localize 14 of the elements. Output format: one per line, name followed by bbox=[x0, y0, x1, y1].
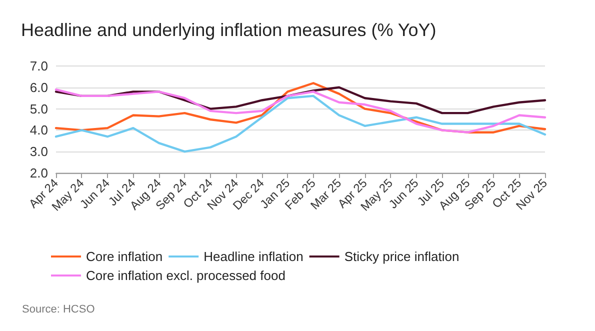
y-tick-label: 7.0 bbox=[30, 58, 48, 74]
chart-title: Headline and underlying inflation measures (% YoY) bbox=[21, 20, 436, 40]
line-series bbox=[54, 86, 546, 114]
y-tick-label: 3.0 bbox=[30, 144, 48, 160]
y-tick-label: 5.0 bbox=[30, 101, 48, 116]
legend-label: Headline inflation bbox=[204, 249, 304, 264]
legend-label: Core inflation excl. processed food bbox=[86, 268, 286, 283]
source-note: Source: HCSO bbox=[22, 304, 96, 316]
y-tick-label: 2.0 bbox=[30, 166, 48, 180]
legend-label: Core inflation bbox=[86, 249, 163, 264]
y-tick-label: 6.0 bbox=[30, 80, 48, 95]
legend-label: Sticky price inflation bbox=[344, 249, 460, 264]
y-tick-label: 4.0 bbox=[30, 122, 48, 138]
line-series bbox=[54, 94, 546, 153]
